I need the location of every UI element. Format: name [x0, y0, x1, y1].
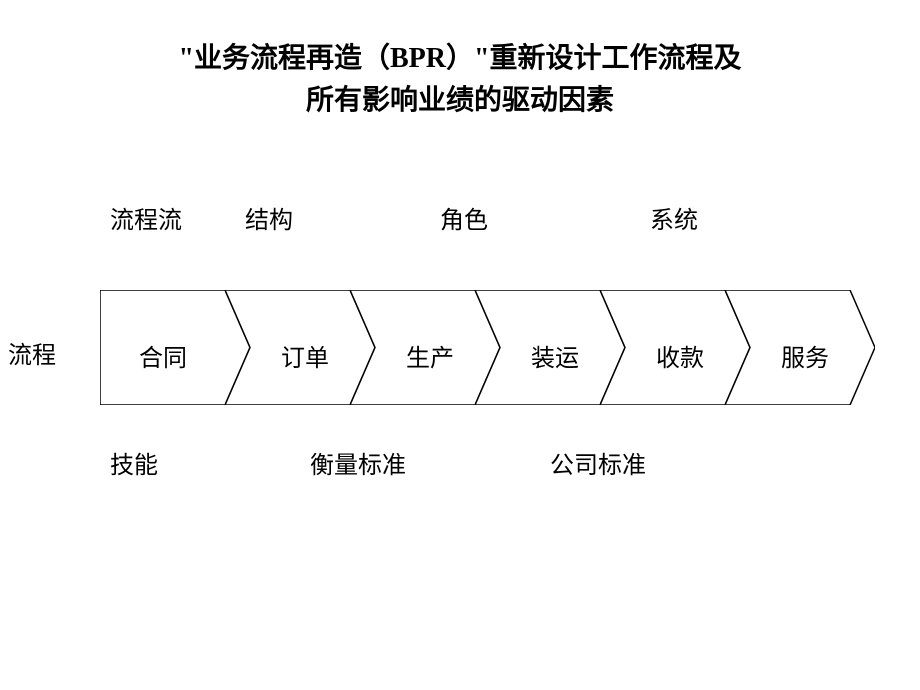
process-step-label: 装运	[510, 338, 600, 373]
bottom-label: 技能	[110, 445, 158, 480]
page-title: "业务流程再造（BPR）"重新设计工作流程及 所有影响业绩的驱动因素	[0, 0, 920, 122]
process-step-label: 服务	[760, 338, 850, 373]
title-line-2: 所有影响业绩的驱动因素	[0, 80, 920, 122]
process-step-label: 生产	[385, 338, 475, 373]
top-label: 流程流	[110, 200, 182, 235]
process-step-label: 订单	[260, 338, 350, 373]
process-axis-label: 流程	[8, 335, 56, 370]
bottom-label: 衡量标准	[310, 445, 406, 480]
process-step-label: 合同	[118, 338, 208, 373]
title-line-1: "业务流程再造（BPR）"重新设计工作流程及	[0, 38, 920, 80]
top-label: 结构	[245, 200, 293, 235]
process-step: 服务	[725, 290, 875, 405]
top-label: 系统	[650, 200, 698, 235]
process-step-label: 收款	[635, 338, 725, 373]
top-label: 角色	[440, 200, 488, 235]
bottom-label: 公司标准	[550, 445, 646, 480]
